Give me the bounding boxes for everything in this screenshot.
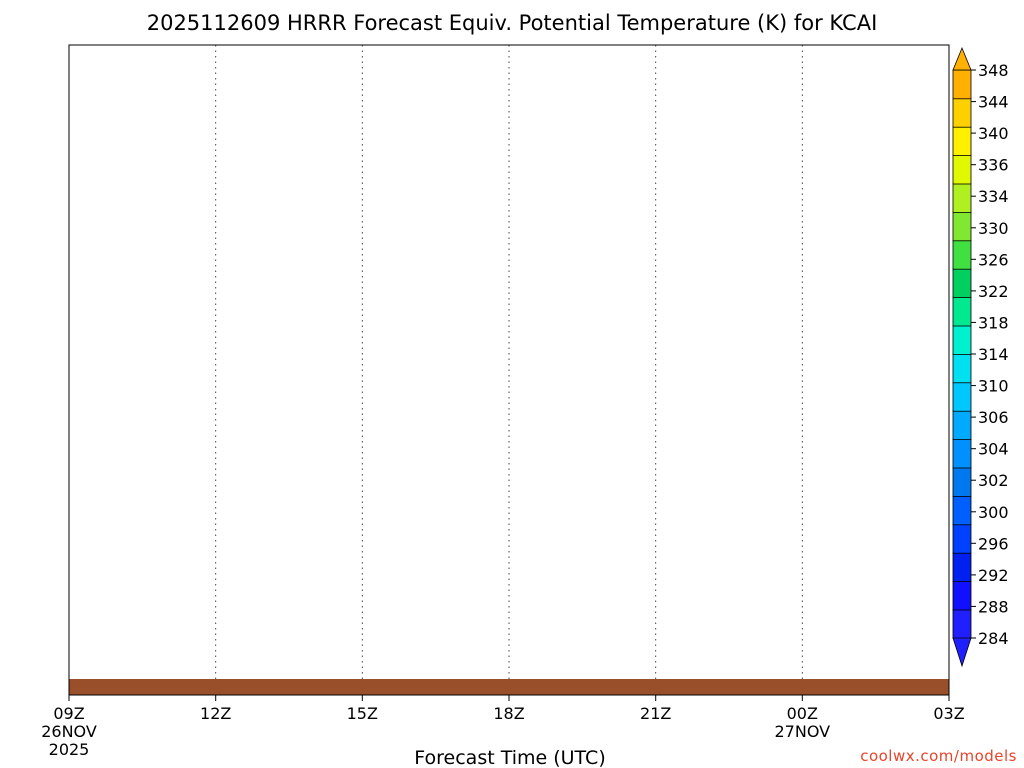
colorbar-swatch bbox=[952, 580, 972, 611]
colorbar-label: 318 bbox=[978, 313, 1009, 332]
colorbar-swatch bbox=[952, 183, 972, 213]
colorbar-swatch bbox=[952, 211, 972, 242]
colorbar-label: 330 bbox=[978, 219, 1009, 238]
x-tick-label: 21Z bbox=[640, 704, 671, 723]
colorbar-label: 302 bbox=[978, 471, 1009, 490]
colorbar-label: 288 bbox=[978, 597, 1009, 616]
colorbar-label: 300 bbox=[978, 503, 1009, 522]
colorbar-label: 292 bbox=[978, 566, 1009, 585]
colorbar-label: 306 bbox=[978, 408, 1009, 427]
colorbar-swatch bbox=[952, 268, 972, 298]
colorbar-swatch bbox=[952, 296, 972, 327]
colorbar-label: 344 bbox=[978, 93, 1009, 112]
colorbar-swatch bbox=[952, 98, 972, 128]
colorbar-min-arrow bbox=[952, 637, 972, 668]
x-tick-label: 15Z bbox=[347, 704, 378, 723]
colorbar-label: 314 bbox=[978, 345, 1009, 364]
colorbar-swatch bbox=[952, 381, 972, 412]
x-tick-date: 27NOV bbox=[775, 722, 831, 741]
colorbar-swatch bbox=[952, 609, 972, 639]
colorbar-label: 284 bbox=[978, 629, 1009, 648]
x-axis-label: Forecast Time (UTC) bbox=[414, 747, 605, 768]
chart-title: 2025112609 HRRR Forecast Equiv. Potentia… bbox=[147, 11, 878, 35]
colorbar: 284 288 292 296 300 302 304 306 310 314 318 322 326 3… bbox=[952, 46, 1009, 668]
colorbar-swatch bbox=[952, 410, 972, 440]
x-tick-date: 26NOV bbox=[41, 722, 97, 741]
x-tick-label: 03Z bbox=[933, 704, 964, 723]
colorbar-label: 304 bbox=[978, 440, 1009, 459]
colorbar-swatch bbox=[952, 467, 972, 497]
colorbar-swatch bbox=[952, 524, 972, 554]
colorbar-label: 340 bbox=[978, 124, 1009, 143]
colorbar-swatch bbox=[952, 154, 972, 185]
ground-surface bbox=[69, 679, 949, 695]
x-tick-label: 12Z bbox=[200, 704, 231, 723]
colorbar-swatch bbox=[952, 69, 972, 100]
colorbar-label: 336 bbox=[978, 156, 1009, 175]
colorbar-label: 296 bbox=[978, 534, 1009, 553]
colorbar-label: 334 bbox=[978, 187, 1009, 206]
colorbar-label: 310 bbox=[978, 377, 1009, 396]
colorbar-label: 322 bbox=[978, 282, 1009, 301]
colorbar-swatch bbox=[952, 552, 972, 582]
watermark[interactable]: coolwx.com/models bbox=[860, 747, 1017, 765]
colorbar-label: 326 bbox=[978, 250, 1009, 269]
colorbar-swatch bbox=[952, 495, 972, 526]
colorbar-swatch bbox=[952, 325, 972, 355]
colorbar-swatch bbox=[952, 438, 972, 469]
x-tick-label: 18Z bbox=[493, 704, 524, 723]
x-tick-label: 00Z bbox=[787, 704, 818, 723]
x-tick-year: 2025 bbox=[49, 740, 90, 759]
colorbar-swatch bbox=[952, 126, 972, 157]
colorbar-max-arrow bbox=[952, 46, 972, 71]
colorbar-swatch bbox=[952, 239, 972, 270]
colorbar-label: 348 bbox=[978, 61, 1009, 80]
x-tick-label: 09Z bbox=[53, 704, 84, 723]
colorbar-swatch bbox=[952, 353, 972, 384]
chart-gridlines bbox=[215, 45, 803, 695]
